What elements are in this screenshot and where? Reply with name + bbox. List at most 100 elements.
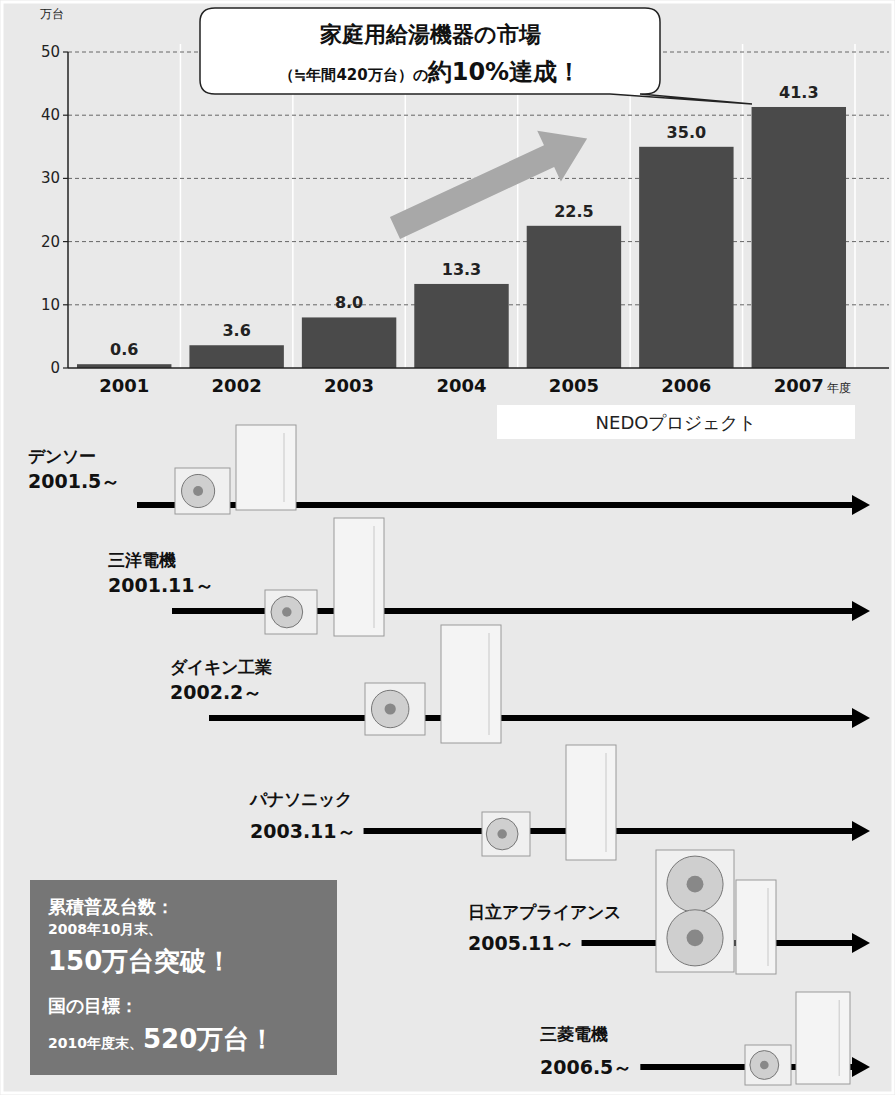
company-start: 2003.11～	[250, 820, 356, 842]
y-tick-label: 40	[41, 106, 60, 124]
callout-text: 家庭用給湯機器の市場	[319, 22, 541, 47]
y-axis	[67, 52, 69, 368]
timeline-arrowhead	[852, 495, 870, 515]
x-axis	[68, 367, 889, 369]
timeline-arrowhead	[852, 933, 870, 953]
x-axis-label: 年度	[827, 381, 851, 395]
summary-value: 150万台突破！	[48, 946, 232, 976]
background	[0, 0, 895, 1095]
company-start: 2001.11～	[108, 574, 214, 596]
summary-date: 2010年度末、	[48, 1035, 143, 1051]
fan-hub	[687, 876, 704, 893]
x-tick-label: 2007	[774, 375, 824, 396]
v-grid-line	[742, 44, 744, 368]
callout-box	[200, 8, 752, 104]
tank-icon	[441, 625, 501, 743]
bar	[189, 345, 283, 368]
data-label: 22.5	[554, 202, 593, 221]
fan-icon	[182, 474, 215, 507]
summary-box-bg	[30, 880, 337, 1075]
y-tick-label: 20	[41, 233, 60, 251]
fan-hub	[282, 607, 292, 617]
summary-value: 520万台！	[143, 1024, 275, 1054]
tank-detail	[489, 633, 490, 735]
data-label: 35.0	[667, 123, 706, 142]
company: パナソニック 2003.11～	[249, 745, 870, 860]
x-tick-label: 2002	[212, 375, 262, 396]
summary-line: 2010年度末、520万台！	[48, 1024, 275, 1054]
y-axis-label: 万台	[40, 7, 64, 21]
outdoor-unit-icon	[745, 1045, 791, 1085]
y-tick-label: 30	[41, 169, 60, 187]
x-tick-label: 2003	[324, 375, 374, 396]
summary-box: 累積普及台数：2008年10月末、150万台突破！国の目標：2010年度末、52…	[30, 880, 337, 1075]
data-label: 8.0	[335, 293, 363, 312]
fan-hub	[193, 486, 203, 496]
company-start: 2006.5～	[540, 1056, 632, 1078]
bars	[77, 107, 846, 368]
fan-hub	[385, 703, 396, 714]
trend-arrow	[383, 113, 599, 253]
company-name: 日立アプライアンス	[468, 902, 621, 922]
callout-line: （≒年間420万台）の約10%達成！	[279, 58, 581, 86]
fan-hub	[497, 829, 507, 839]
x-tick-label: 2005	[549, 375, 599, 396]
outdoor-unit-icon	[482, 812, 530, 856]
fan-icon	[667, 910, 723, 966]
data-label: 3.6	[222, 321, 250, 340]
timeline-arrowhead	[852, 601, 870, 621]
v-grid-line	[854, 44, 856, 368]
fan-icon	[750, 1051, 779, 1080]
timeline-arrowhead	[852, 1057, 870, 1077]
timeline-arrowhead	[852, 821, 870, 841]
outdoor-unit-icon	[265, 590, 317, 634]
company-name: 三洋電機	[108, 550, 176, 570]
fan-icon	[371, 690, 408, 727]
callout: 家庭用給湯機器の市場 （≒年間420万台）の約10%達成！	[200, 8, 752, 104]
x-tick-label: 2001	[99, 375, 149, 396]
bar	[527, 226, 621, 368]
tank-icon	[334, 518, 384, 636]
fan-icon	[271, 596, 303, 628]
bar	[639, 147, 733, 368]
summary-label: 累積普及台数：	[47, 896, 174, 917]
data-label: 0.6	[110, 340, 138, 359]
y-tick-label: 10	[41, 296, 60, 314]
company: デンソー 2001.5～	[28, 425, 870, 515]
tank-icon	[736, 880, 776, 974]
trend-arrow-shape	[383, 113, 599, 253]
v-grid-line	[180, 44, 182, 368]
figure: 01020304050万台0.63.68.013.322.535.041.320…	[0, 0, 895, 1095]
tank-icon	[566, 745, 616, 860]
company-start: 2005.11～	[468, 932, 574, 954]
bar	[302, 317, 396, 368]
summary-label: 国の目標：	[48, 995, 138, 1016]
tank-detail	[374, 526, 375, 628]
callout-text: （≒年間420万台）の	[279, 66, 428, 84]
fan-icon	[486, 818, 518, 850]
company: 三菱電機 2006.5～	[540, 992, 870, 1085]
company: ダイキン工業 2002.2～	[170, 625, 870, 743]
y-tick-label: 50	[41, 43, 60, 61]
timeline-label-box	[497, 405, 855, 439]
company-name: デンソー	[28, 446, 96, 466]
company-name: 三菱電機	[540, 1024, 608, 1044]
company: 三洋電機 2001.11～	[108, 518, 870, 636]
company-name: パナソニック	[249, 789, 352, 809]
fan-hub	[687, 929, 704, 946]
outdoor-unit-icon	[365, 683, 425, 735]
outdoor-unit-icon	[175, 468, 230, 514]
company-name: ダイキン工業	[170, 657, 272, 677]
tank-icon	[236, 425, 296, 510]
x-tick-label: 2006	[661, 375, 711, 396]
timeline-label: NEDOプロジェクト	[596, 412, 757, 433]
timeline-arrowhead	[852, 708, 870, 728]
frame	[2, 2, 893, 1093]
tank-detail	[606, 753, 607, 852]
tank-detail	[768, 888, 769, 966]
bar	[752, 107, 846, 368]
company-start: 2002.2～	[170, 681, 262, 703]
x-tick-label: 2004	[436, 375, 486, 396]
callout-text: 約10%達成！	[427, 58, 581, 86]
company-start: 2001.5～	[28, 470, 120, 492]
